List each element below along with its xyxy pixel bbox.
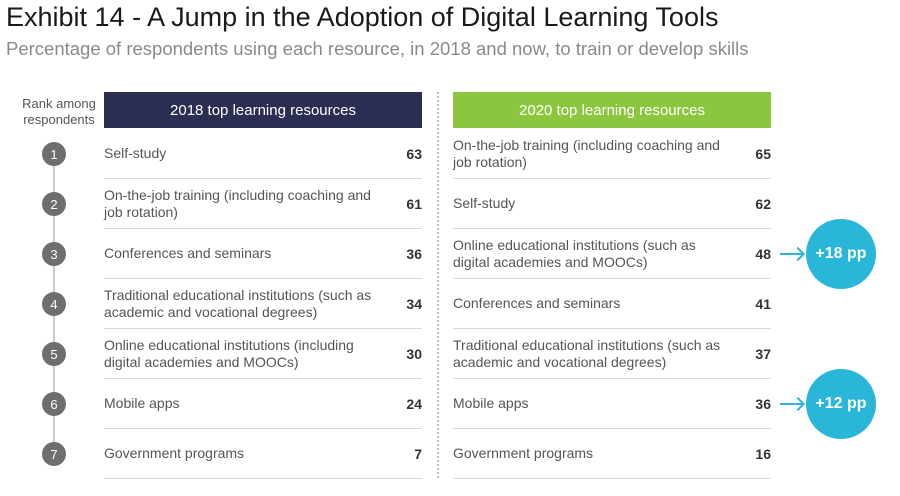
- rank-circle-3: 3: [42, 242, 66, 266]
- resource-label: Conferences and seminars: [453, 295, 621, 311]
- resource-label: Mobile apps: [453, 395, 529, 411]
- table-row-y2018-2: On-the-job training (including coaching …: [104, 179, 422, 229]
- percentage-value: 24: [406, 395, 422, 412]
- resource-label: Government programs: [453, 445, 594, 461]
- table-row-y2018-4: Traditional educational institutions (su…: [104, 279, 422, 329]
- column-divider: [437, 92, 439, 478]
- table-row-y2018-5: Online educational institutions (includi…: [104, 329, 422, 379]
- percentage-value: 41: [755, 295, 771, 312]
- header-2020: 2020 top learning resources: [453, 92, 771, 128]
- resource-label: On-the-job training (including coaching …: [453, 136, 720, 170]
- resource-label: Self-study: [104, 145, 167, 161]
- resource-label: Online educational institutions (includi…: [104, 336, 354, 370]
- percentage-value: 65: [755, 145, 771, 162]
- percentage-value: 16: [755, 445, 771, 462]
- resource-label: Traditional educational institutions (su…: [453, 336, 721, 370]
- resource-label: Online educational institutions (such as…: [453, 236, 696, 270]
- resource-label: Government programs: [104, 445, 245, 461]
- rank-circle-4: 4: [42, 292, 66, 316]
- percentage-value: 61: [406, 195, 422, 212]
- resource-label: Traditional educational institutions (su…: [104, 286, 372, 320]
- table-row-y2020-5: Traditional educational institutions (su…: [453, 329, 771, 379]
- rank-column-header: Rank among respondents: [22, 96, 96, 127]
- rank-circle-7: 7: [42, 442, 66, 466]
- percentage-value: 37: [755, 345, 771, 362]
- percentage-value: 34: [406, 295, 422, 312]
- table-row-y2020-3: Online educational institutions (such as…: [453, 229, 771, 279]
- increase-callout-badge: +18 pp: [806, 219, 876, 289]
- table-row-y2020-2: Self-study 62: [453, 179, 771, 229]
- resource-label: On-the-job training (including coaching …: [104, 186, 371, 220]
- rank-circle-2: 2: [42, 192, 66, 216]
- table-row-y2018-1: Self-study 63: [104, 129, 422, 179]
- table-row-y2018-7: Government programs 7: [104, 429, 422, 479]
- table-row-y2020-1: On-the-job training (including coaching …: [453, 129, 771, 179]
- percentage-value: 36: [755, 395, 771, 412]
- arrow-right-icon: [780, 253, 802, 255]
- table-row-y2018-6: Mobile apps 24: [104, 379, 422, 429]
- increase-callout-badge: +12 pp: [806, 369, 876, 439]
- chart-subtitle: Percentage of respondents using each res…: [6, 38, 749, 59]
- resource-label: Conferences and seminars: [104, 245, 272, 261]
- chart-title: Exhibit 14 - A Jump in the Adoption of D…: [6, 2, 719, 32]
- arrow-right-icon: [780, 403, 802, 405]
- table-row-y2020-7: Government programs 16: [453, 429, 771, 479]
- percentage-value: 63: [406, 145, 422, 162]
- rank-circle-1: 1: [42, 142, 66, 166]
- percentage-value: 62: [755, 195, 771, 212]
- percentage-value: 30: [406, 345, 422, 362]
- percentage-value: 36: [406, 245, 422, 262]
- percentage-value: 48: [755, 245, 771, 262]
- header-2018: 2018 top learning resources: [104, 92, 422, 128]
- resource-label: Mobile apps: [104, 395, 180, 411]
- table-row-y2020-4: Conferences and seminars 41: [453, 279, 771, 329]
- percentage-value: 7: [414, 445, 422, 462]
- resource-label: Self-study: [453, 195, 516, 211]
- rank-circle-6: 6: [42, 392, 66, 416]
- table-row-y2018-3: Conferences and seminars 36: [104, 229, 422, 279]
- rank-circle-5: 5: [42, 342, 66, 366]
- table-row-y2020-6: Mobile apps 36: [453, 379, 771, 429]
